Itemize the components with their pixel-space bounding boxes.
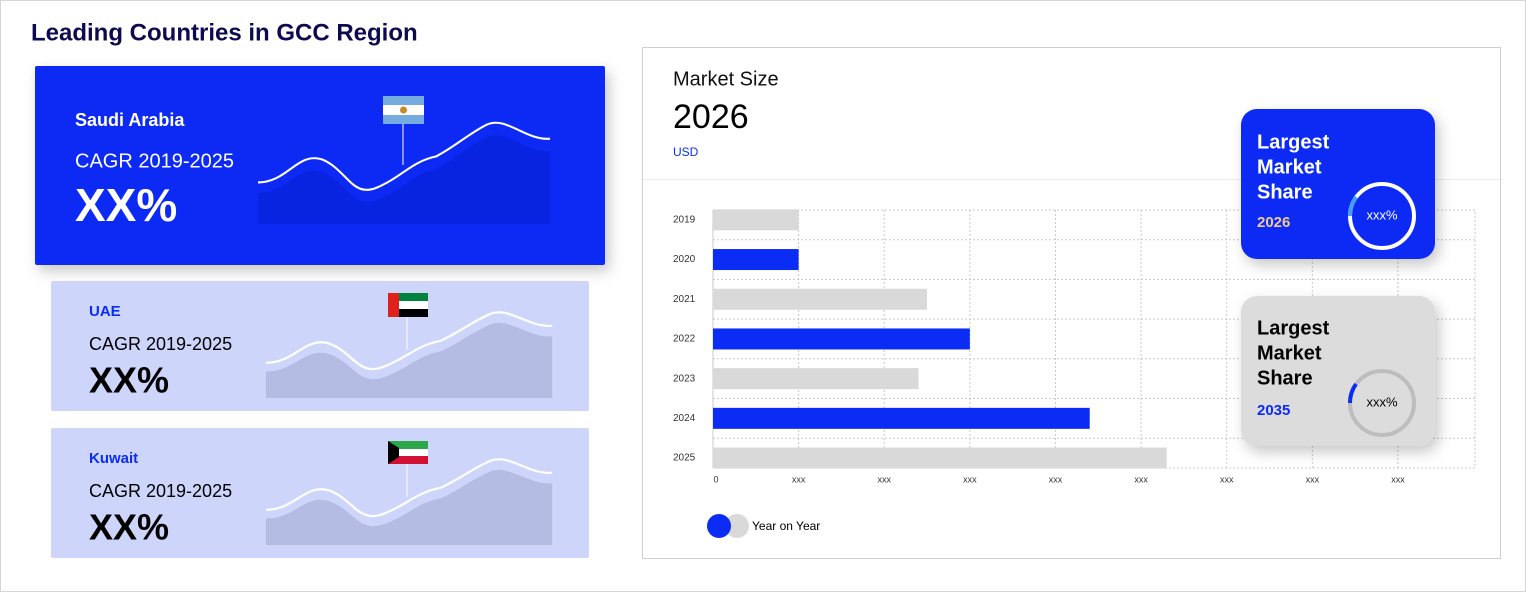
share-value: xxx%: [1366, 394, 1398, 409]
bar: [713, 407, 1090, 429]
market-year: 2026: [673, 98, 749, 136]
market-unit: USD: [673, 145, 699, 159]
y-tick-label: 2024: [673, 413, 696, 424]
country-metric: CAGR 2019-2025: [75, 150, 234, 172]
x-tick-label: xxx: [792, 474, 806, 484]
x-tick-label: xxx: [1391, 474, 1405, 484]
share-title: Largest: [1257, 131, 1330, 153]
country-name: Saudi Arabia: [75, 110, 185, 130]
share-ring-arc: [1347, 195, 1358, 217]
share-card: [1241, 296, 1435, 446]
y-tick-label: 2019: [673, 214, 696, 225]
country-name: Kuwait: [89, 450, 138, 467]
market-label: Market Size: [673, 68, 779, 90]
share-title: Market: [1257, 156, 1322, 178]
country-metric: CAGR 2019-2025: [89, 481, 232, 501]
y-tick-label: 2023: [673, 373, 696, 384]
bar: [713, 249, 799, 271]
country-value: XX%: [75, 179, 177, 231]
x-tick-label: xxx: [1134, 474, 1148, 484]
bar: [713, 288, 928, 310]
country-value: XX%: [89, 507, 169, 548]
share-title: Share: [1257, 367, 1313, 389]
bar: [713, 209, 799, 231]
share-title: Market: [1257, 342, 1322, 364]
legend-label: Year on Year: [752, 519, 820, 533]
bar: [713, 447, 1167, 469]
y-tick-label: 2020: [673, 254, 696, 265]
flag: [388, 293, 428, 317]
y-tick-label: 2022: [673, 334, 696, 345]
x-tick-label: xxx: [1220, 474, 1234, 484]
share-value: xxx%: [1366, 207, 1398, 222]
legend-swatch: [707, 514, 731, 538]
bar: [713, 328, 970, 350]
share-title: Share: [1257, 181, 1313, 203]
flag: [383, 96, 424, 124]
page-title: Leading Countries in GCC Region: [31, 19, 418, 46]
country-value: XX%: [89, 360, 169, 401]
share-title: Largest: [1257, 317, 1330, 339]
share-year: 2026: [1257, 214, 1290, 231]
country-name: UAE: [89, 303, 121, 320]
x-tick-label: xxx: [1306, 474, 1320, 484]
x-tick-label: xxx: [877, 474, 891, 484]
y-tick-label: 2021: [673, 294, 696, 305]
bar-chart: 0 xxx xxx xxx xxx xxx xxx xxx xxx 2019 2020 2021 202…: [673, 209, 1476, 538]
share-card: [1241, 109, 1435, 259]
x-tick-label: xxx: [963, 474, 977, 484]
share-year: 2035: [1257, 402, 1290, 419]
flag: [388, 441, 428, 464]
x-tick-label: xxx: [1049, 474, 1063, 484]
share-ring-arc: [1347, 382, 1358, 404]
x-tick-label: 0: [713, 474, 718, 484]
bar: [713, 368, 919, 390]
legend-swatch: [725, 514, 749, 538]
y-tick-label: 2025: [673, 453, 696, 464]
country-metric: CAGR 2019-2025: [89, 334, 232, 354]
